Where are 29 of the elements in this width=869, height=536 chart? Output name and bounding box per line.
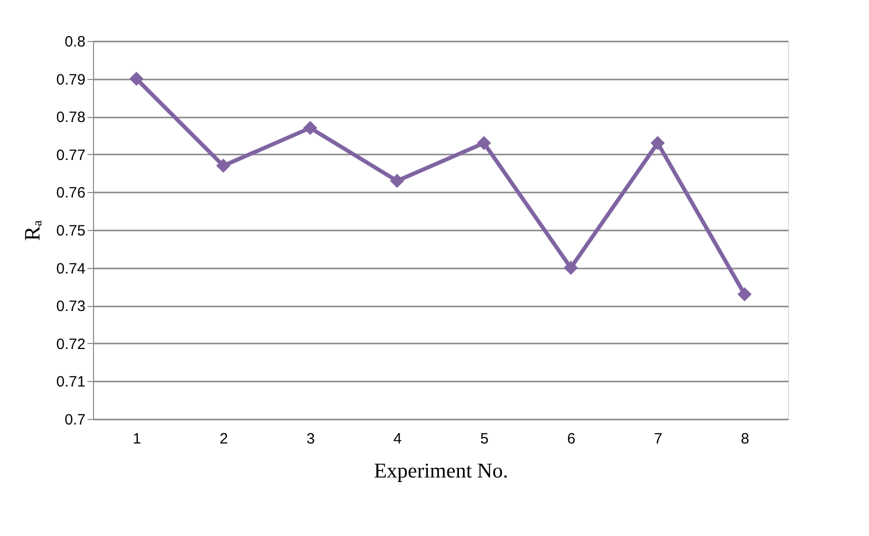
x-tick-label: 6: [567, 430, 576, 448]
point: [564, 260, 578, 275]
point: [737, 287, 752, 302]
x-tick-label: 8: [740, 430, 750, 448]
x-axis-title: Experiment No.: [374, 458, 508, 482]
y-axis-title: Rₐ: [19, 220, 44, 241]
y-tick-label: 0.75: [56, 222, 86, 240]
point: [650, 136, 665, 150]
x-tick-label: 4: [393, 430, 402, 448]
y-tick-label: 0.8: [64, 34, 86, 50]
point: [390, 174, 404, 188]
y-tick-label: 0.78: [56, 109, 86, 126]
point: [216, 158, 230, 173]
y-tick-label: 0.72: [56, 336, 86, 353]
y-tick-label: 0.73: [56, 298, 86, 316]
x-tick-label: 2: [220, 430, 228, 448]
x-tick-label: 1: [132, 430, 142, 448]
point: [303, 120, 318, 136]
y-tick-label: 0.77: [56, 146, 86, 164]
x-tick-label: 5: [480, 430, 489, 448]
x-tick-label: 7: [654, 430, 662, 448]
point: [476, 136, 492, 150]
y-tick-label: 0.7: [64, 412, 86, 428]
y-tick-label: 0.74: [56, 260, 86, 278]
y-tick-label: 0.71: [56, 374, 86, 391]
x-tick-label: 3: [306, 430, 315, 448]
y-tick-label: 0.79: [56, 71, 86, 88]
y-tick-label: 0.76: [56, 184, 86, 202]
point: [129, 72, 144, 86]
